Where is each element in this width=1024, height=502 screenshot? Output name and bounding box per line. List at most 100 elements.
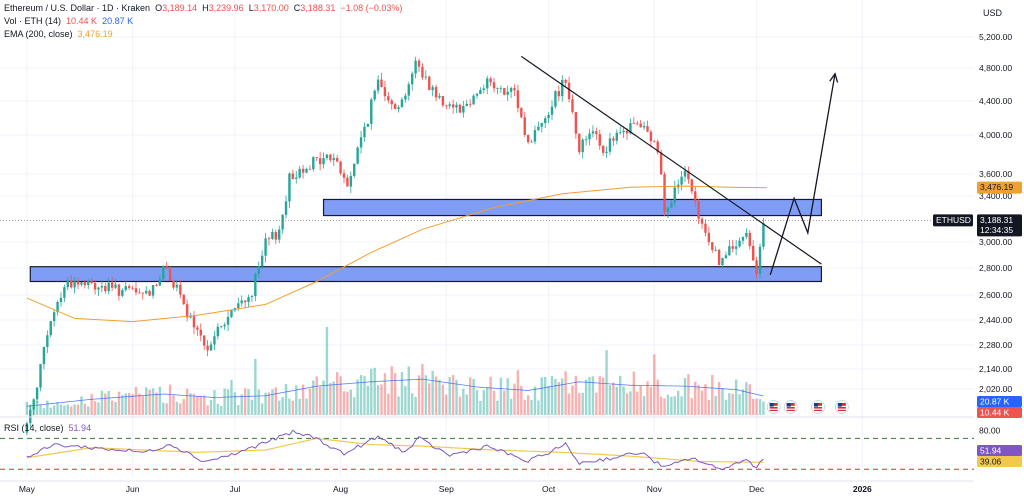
candle-body [646,126,649,132]
volume-bar [400,372,404,415]
candle-body [97,287,100,290]
ema-badge-bg [977,181,1022,194]
volume-bar [554,378,557,415]
candle-body [366,123,370,127]
candle-body [636,123,639,125]
volume-bar [199,395,202,415]
volume-bar [278,400,281,415]
candle-body [52,312,56,322]
candle-body [284,201,288,215]
price-tick-label: 2,140.00 [979,364,1012,374]
candle-body [387,96,390,101]
volume-bar [168,384,172,415]
candle-body [312,157,315,170]
volume-bar [486,387,489,415]
candle-body [479,89,482,94]
candle-body [182,294,185,305]
candle-body [260,255,264,267]
rsi-ma-badge-bg [977,456,1022,467]
candle-body [42,347,46,365]
volume-bar [267,392,271,415]
volume-bar [489,376,492,415]
candle-body [148,290,151,296]
candle-body [206,345,209,351]
candle-body [694,191,697,202]
support-resistance-zone-1 [322,198,822,217]
volume-bar [356,379,359,415]
candle-body [209,344,213,351]
candle-body [393,104,397,109]
candle-body [561,79,564,97]
flag-stripe-white [837,408,846,410]
rsi-line [26,429,764,471]
candle-body [700,218,704,224]
candle-body [472,95,475,105]
candle-body [274,231,277,240]
candle-body [755,260,758,274]
candle-body [346,177,349,187]
volume-bar [755,398,758,415]
volume-bar [520,385,523,415]
volume-bar [714,396,717,415]
candle-body [257,266,260,274]
volume-bar [114,401,117,415]
volume-bar [530,400,533,415]
volume-bar [124,393,127,415]
candle-body [670,202,673,208]
candle-body [29,409,32,424]
event-flag-icon [811,400,825,414]
volume-bar [223,388,226,415]
volume-bar [298,398,301,415]
candle-body [724,255,728,259]
flag-stripe-white [769,408,778,410]
price-tick-label: 4,400.00 [979,96,1012,106]
time-axis: May Jun Jul Aug Sep Oct Nov Dec 2026 [19,484,872,494]
volume-bar [383,373,387,415]
volume-bar [540,377,543,415]
candle-body [301,168,305,173]
rsi-tick-label: 80.00 [979,426,1001,436]
candle-body [162,266,165,280]
volume-bar [281,397,284,415]
volume-bar [145,387,148,415]
volume-bar [574,375,578,415]
candle-body [271,231,274,239]
volume-bar [175,401,179,415]
volume-bar [342,391,346,415]
price-tick-label: 2,020.00 [979,384,1012,394]
volume-label: Vol · ETH (14) [4,16,62,26]
volume-bar [482,390,486,415]
volume-bar [291,400,295,415]
candle-body [411,73,414,85]
volume-bar [758,399,762,415]
candle-body [745,232,748,237]
volume-bar [141,395,145,415]
volume-bar [301,384,305,415]
candle-body [656,141,659,153]
ema-label: EMA (200, close) [4,29,73,39]
volume-bar [704,384,707,415]
volume-bar [578,393,581,415]
ohlc-close-value: 3,188.31 [300,3,336,13]
volume-bar [557,381,561,415]
ema-row: EMA (200, close) 3,476.19 [4,28,402,41]
volume-bar [533,386,537,415]
candle-body [175,284,179,288]
volume-bar [605,350,608,415]
candle-body [151,285,155,296]
volume-bar [615,386,618,415]
volume-bar [465,394,468,415]
volume-bar [404,386,407,415]
volume-bar [537,400,540,415]
volume-bar [202,395,206,415]
candle-body [165,266,168,269]
volume-bar [561,378,564,415]
volume-bar [595,392,598,415]
candle-body [523,117,526,135]
volume-bar [87,406,90,415]
volume-bar [581,392,584,415]
volume-bar [629,391,632,415]
support-resistance-zone-2 [29,266,822,283]
projection-path [769,73,836,275]
